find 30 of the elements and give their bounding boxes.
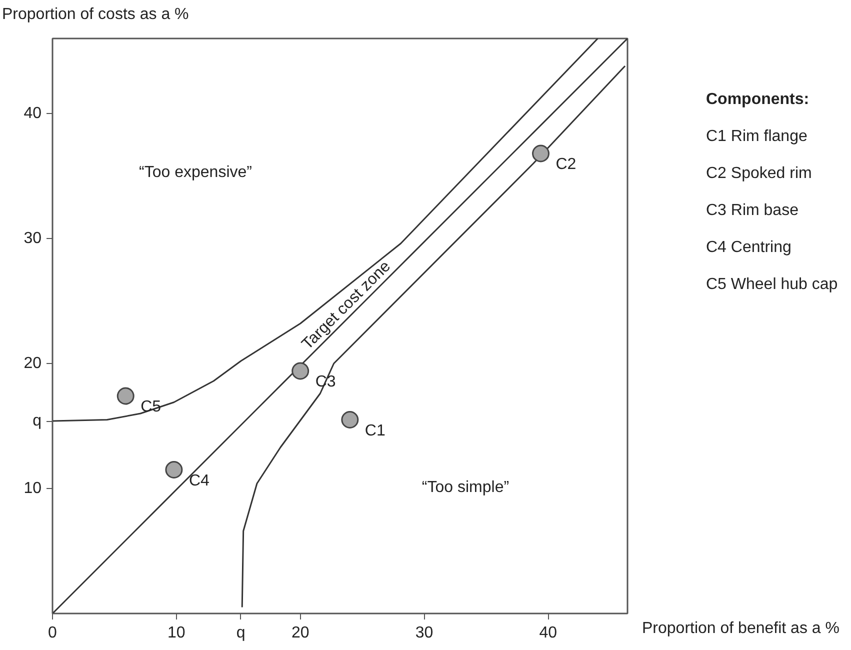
x-axis-title: Proportion of benefit as a % — [642, 619, 840, 639]
point — [292, 362, 310, 380]
text: C2 Spoked rim — [706, 164, 812, 184]
y-tick-label: 20 — [24, 355, 42, 372]
annotation: C2 — [556, 156, 576, 173]
x-tick-label: 30 — [415, 624, 434, 642]
line-series — [52, 38, 599, 422]
y-tick-label: q — [32, 412, 42, 430]
y-tick-label: 40 — [24, 105, 42, 122]
x-tick-label: 40 — [539, 624, 558, 642]
point — [341, 411, 359, 428]
text: C1 Rim flange — [706, 127, 808, 147]
text: C5 Wheel hub cap — [706, 275, 838, 295]
annotation: C1 — [364, 422, 386, 440]
annotation: “Too expensive” — [139, 164, 252, 181]
text: C4 Centring — [706, 238, 792, 258]
y-axis-title: Proportion of costs as a % — [2, 5, 189, 25]
x-tick-label: 20 — [291, 624, 310, 642]
text: Components: — [706, 90, 810, 110]
point — [532, 144, 550, 162]
annotation: C4 — [188, 472, 210, 490]
y-tick-label: 30 — [24, 230, 42, 247]
y-tick-label: 10 — [24, 480, 42, 497]
x-tick-label: q — [236, 624, 246, 642]
point — [116, 387, 134, 405]
annotation: “Too simple” — [422, 479, 510, 496]
text: C3 Rim base — [706, 201, 798, 221]
x-tick-label: 0 — [48, 624, 58, 642]
point — [165, 461, 183, 478]
x-tick-label: 10 — [168, 624, 186, 642]
